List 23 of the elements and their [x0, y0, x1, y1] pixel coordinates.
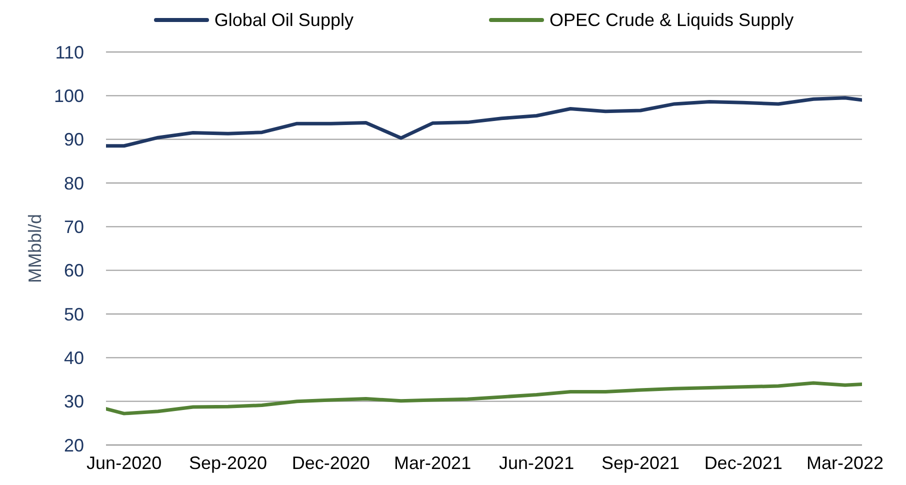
- x-tick-label: Dec-2020: [292, 452, 370, 473]
- y-tick-label: 80: [64, 173, 84, 194]
- x-tick-label: Mar-2022: [806, 452, 884, 473]
- line-series: [106, 96, 862, 148]
- line-series: [106, 381, 862, 416]
- y-tick-label: 20: [64, 435, 84, 456]
- y-tick-label: 30: [64, 392, 84, 412]
- y-axis-title: MMbbl/d: [25, 214, 45, 284]
- y-tick-label: 40: [64, 348, 84, 368]
- legend-label: Global Oil Supply: [214, 9, 354, 32]
- x-tick-label: Jun-2021: [499, 452, 574, 473]
- x-tick-label: Mar-2021: [394, 452, 472, 473]
- x-tick-label: Jun-2020: [86, 452, 162, 473]
- x-tick-label: Sep-2021: [601, 452, 680, 473]
- y-tick-label: 60: [64, 260, 84, 281]
- y-tick-label: 110: [55, 42, 84, 62]
- y-tick-label: 50: [64, 304, 84, 324]
- y-tick-label: 70: [64, 217, 84, 238]
- x-tick-label: Dec-2021: [704, 452, 782, 473]
- x-tick-label: Sep-2020: [189, 452, 268, 473]
- y-tick-label: 100: [54, 86, 84, 106]
- legend-label: OPEC Crude & Liquids Supply: [549, 9, 794, 32]
- y-tick-label: 90: [64, 130, 84, 150]
